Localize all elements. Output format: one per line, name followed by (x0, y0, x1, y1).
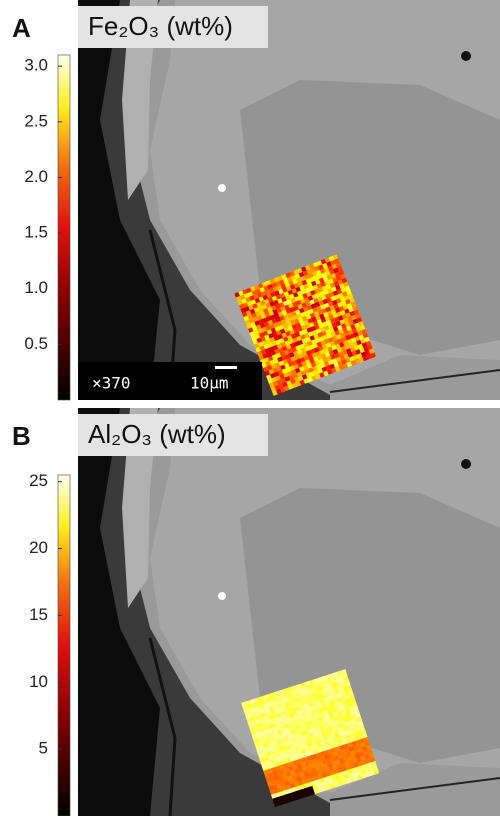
colorbar-tick-label: 20 (29, 538, 48, 557)
bright-spot (218, 592, 226, 600)
colorbar-tick-label: 10 (29, 672, 48, 691)
colorbar (58, 475, 70, 816)
bright-spot (218, 184, 226, 192)
colorbar-tick-label: 2.0 (24, 167, 48, 186)
pit (461, 51, 471, 61)
colorbar-tick-label: 15 (29, 605, 48, 624)
scale-bar-label: 10µm (190, 374, 229, 393)
scale-bar (215, 366, 237, 369)
colorbar-tick-label: 1.0 (24, 278, 48, 297)
panel-title: Fe₂O₃ (wt%) (88, 11, 233, 41)
colorbar-tick-label: 0.5 (24, 334, 48, 353)
panel-label: A (12, 13, 31, 43)
panel-label: B (12, 421, 31, 451)
panel: A Fe₂O₃ (wt%) 0.5 1.0 1.5 2.0 2.5 3.0 ×370 10µm (12, 0, 500, 400)
colorbar-tick-label: 5 (39, 739, 48, 758)
colorbar-tick-label: 1.5 (24, 223, 48, 242)
colorbar-tick-label: 3.0 (24, 56, 48, 75)
colorbar (58, 55, 70, 400)
colorbar-tick-label: 2.5 (24, 111, 48, 130)
panel: B Al₂O₃ (wt%) 5 10 15 20 25 (12, 408, 500, 816)
panel-title: Al₂O₃ (wt%) (88, 419, 226, 449)
sem-image (78, 0, 500, 400)
colorbar-tick-label: 25 (29, 471, 48, 490)
magnification: ×370 (92, 374, 131, 393)
figure: AFe₂O₃ (wt%)0.51.01.52.02.53.0×37010µmBA… (0, 0, 500, 816)
pit (461, 459, 471, 469)
sem-image (78, 408, 500, 816)
